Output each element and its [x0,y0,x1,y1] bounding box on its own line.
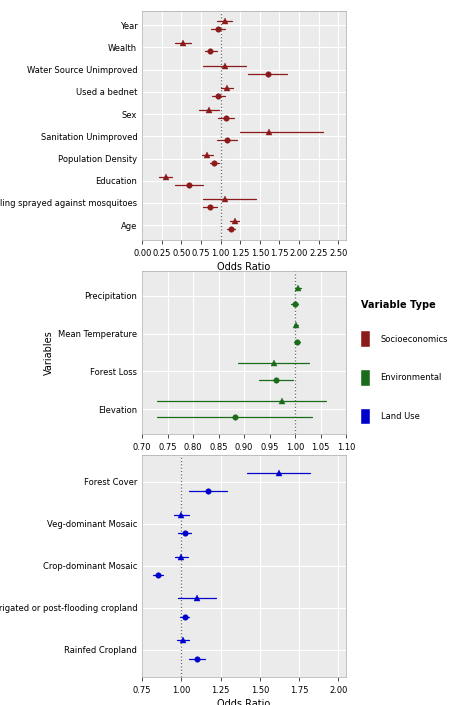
X-axis label: Odds Ratio: Odds Ratio [218,699,271,705]
FancyBboxPatch shape [361,331,370,347]
Y-axis label: Variables: Variables [44,330,54,375]
FancyBboxPatch shape [361,409,370,424]
X-axis label: Odds Ratio: Odds Ratio [218,262,271,272]
X-axis label: Odds Ratio: Odds Ratio [218,455,271,466]
FancyBboxPatch shape [361,370,370,386]
Text: Socioeconomics: Socioeconomics [381,335,448,343]
Text: Variable Type: Variable Type [361,300,436,310]
Text: Environmental: Environmental [381,374,442,382]
Text: Land Use: Land Use [381,412,419,421]
